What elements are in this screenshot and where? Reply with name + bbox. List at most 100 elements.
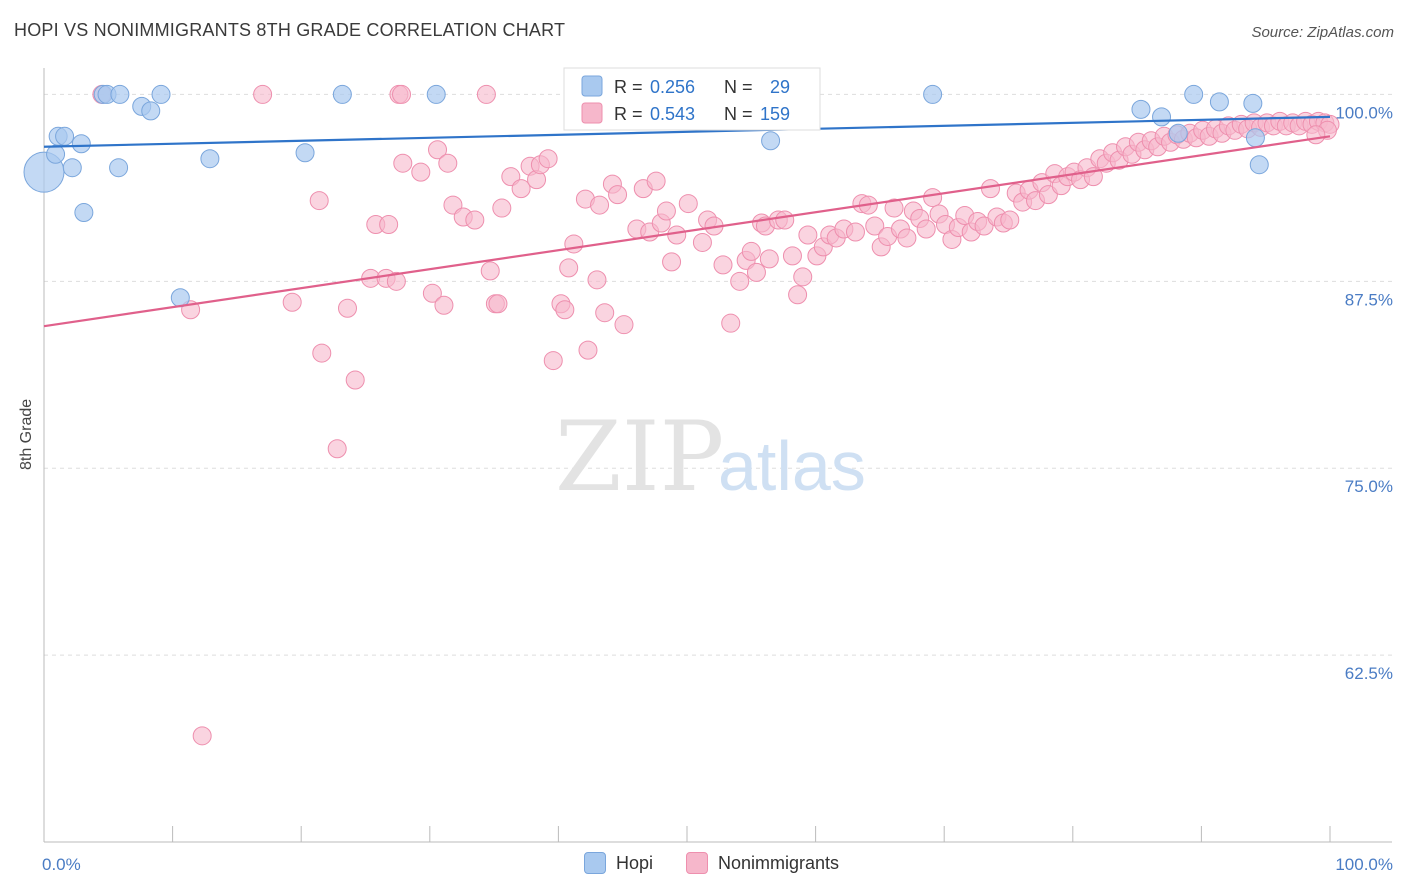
nonimmigrants-point bbox=[379, 215, 399, 235]
hopi-point bbox=[761, 131, 781, 151]
axes bbox=[43, 68, 1392, 843]
y-tick-label: 87.5% bbox=[1345, 290, 1393, 309]
hopi-point bbox=[1245, 128, 1265, 148]
hopi-point bbox=[141, 101, 161, 121]
hopi-point bbox=[923, 84, 943, 104]
nonimmigrants-point bbox=[393, 153, 413, 173]
nonimmigrants-point bbox=[511, 179, 531, 199]
source-label: Source: ZipAtlas.com bbox=[1251, 24, 1394, 41]
nonimmigrants-point bbox=[608, 185, 628, 205]
nonimmigrants-point bbox=[538, 149, 558, 169]
nonimmigrants-point bbox=[798, 225, 818, 245]
nonimmigrants-point bbox=[775, 210, 795, 230]
nonimmigrants-point bbox=[555, 300, 575, 320]
hopi-points bbox=[23, 84, 1269, 308]
nonimmigrants-point bbox=[667, 225, 687, 245]
nonimmigrants-point bbox=[916, 219, 936, 239]
nonimmigrants-point bbox=[692, 232, 712, 252]
hopi-point bbox=[1131, 99, 1151, 119]
nonimmigrants-point bbox=[980, 179, 1000, 199]
hopi-point bbox=[426, 84, 446, 104]
nonimmigrants-point bbox=[337, 298, 357, 318]
nonimmigrants-point bbox=[897, 228, 917, 248]
legend-swatch-hopi bbox=[581, 75, 603, 97]
legend-r-value-nonimmigrants: 0.543 bbox=[650, 104, 695, 124]
nonimmigrants-point bbox=[662, 252, 682, 272]
x-tick-label: 0.0% bbox=[42, 855, 81, 874]
bottom-legend-hopi: Hopi bbox=[584, 852, 653, 874]
hopi-point bbox=[1168, 123, 1188, 143]
nonimmigrants-point bbox=[721, 313, 741, 333]
nonimmigrants-point bbox=[782, 246, 802, 266]
nonimmigrants-point bbox=[327, 439, 347, 459]
nonimmigrants-point bbox=[587, 270, 607, 290]
nonimmigrants-point bbox=[312, 343, 332, 363]
watermark-atlas: atlas bbox=[718, 427, 866, 505]
legend-n-value-nonimmigrants: 159 bbox=[760, 104, 790, 124]
nonimmigrants-point bbox=[392, 84, 412, 104]
bottom-legend-label-hopi: Hopi bbox=[616, 852, 654, 873]
hopi-point bbox=[200, 149, 220, 169]
nonimmigrants-point bbox=[192, 726, 212, 746]
nonimmigrants-point bbox=[656, 201, 676, 221]
legend-swatch-nonimmigrants bbox=[581, 102, 603, 124]
hopi-point bbox=[74, 203, 94, 223]
bottom-legend-nonimmigrants: Nonimmigrants bbox=[686, 852, 839, 874]
trend-lines bbox=[43, 115, 1331, 328]
chart-title: HOPI VS NONIMMIGRANTS 8TH GRADE CORRELAT… bbox=[14, 20, 566, 40]
nonimmigrants-point bbox=[845, 222, 865, 242]
hopi-trend-line bbox=[43, 115, 1331, 148]
hopi-point bbox=[1209, 92, 1229, 112]
bottom-legend-label-nonimmigrants: Nonimmigrants bbox=[718, 852, 840, 873]
hopi-point bbox=[1184, 84, 1204, 104]
hopi-point bbox=[332, 84, 352, 104]
hopi-point bbox=[295, 143, 315, 163]
nonimmigrants-point bbox=[428, 140, 448, 160]
hopi-point bbox=[109, 158, 129, 178]
legend-n-value-hopi: 29 bbox=[770, 77, 790, 97]
nonimmigrants-point bbox=[614, 315, 634, 335]
nonimmigrants-point bbox=[434, 295, 454, 315]
nonimmigrants-point bbox=[465, 210, 485, 230]
nonimmigrants-point bbox=[543, 351, 563, 371]
nonimmigrants-point bbox=[678, 194, 698, 214]
hopi-point bbox=[1152, 107, 1172, 127]
nonimmigrants-point bbox=[488, 294, 508, 314]
y-tick-label: 62.5% bbox=[1345, 664, 1393, 683]
nonimmigrants-point bbox=[411, 162, 431, 182]
nonimmigrants-point bbox=[884, 198, 904, 218]
nonimmigrants-point bbox=[578, 340, 598, 360]
bottom-legend: Hopi Nonimmigrants bbox=[0, 852, 1406, 878]
nonimmigrants-point bbox=[282, 292, 302, 312]
nonimmigrants-point bbox=[476, 84, 496, 104]
nonimmigrants-point bbox=[741, 241, 761, 261]
nonimmigrants-point bbox=[309, 191, 329, 211]
nonimmigrants-point bbox=[480, 261, 500, 281]
hopi-point bbox=[55, 126, 75, 146]
nonimmigrants-point bbox=[746, 262, 766, 282]
legend-r-label-hopi: R = bbox=[614, 77, 643, 97]
nonimmigrants-point bbox=[590, 195, 610, 215]
nonimmigrants-point bbox=[492, 198, 512, 218]
legend-n-label-nonimmigrants: N = bbox=[724, 104, 753, 124]
nonimmigrants-point bbox=[1306, 125, 1326, 145]
nonimmigrants-point bbox=[438, 153, 458, 173]
nonimmigrants-point bbox=[564, 234, 584, 254]
bottom-legend-swatch-hopi bbox=[584, 852, 606, 874]
nonimmigrants-point bbox=[793, 267, 813, 287]
tick-labels: 100.0% 87.5% 75.0% 62.5% 0.0% 100.0% bbox=[42, 103, 1393, 874]
nonimmigrants-point bbox=[759, 249, 779, 269]
legend-r-value-hopi: 0.256 bbox=[650, 77, 695, 97]
nonimmigrants-point bbox=[253, 84, 273, 104]
watermark: ZIP atlas bbox=[555, 401, 866, 513]
nonimmigrants-point bbox=[646, 171, 666, 191]
bottom-legend-swatch-nonimmigrants bbox=[686, 852, 708, 874]
hopi-point bbox=[71, 134, 91, 154]
nonimmigrants-point bbox=[595, 303, 615, 323]
hopi-point bbox=[62, 158, 82, 178]
nonimmigrants-point bbox=[386, 271, 406, 291]
hopi-point bbox=[110, 84, 130, 104]
x-tick-label: 100.0% bbox=[1335, 855, 1393, 874]
legend-n-label-hopi: N = bbox=[724, 77, 753, 97]
